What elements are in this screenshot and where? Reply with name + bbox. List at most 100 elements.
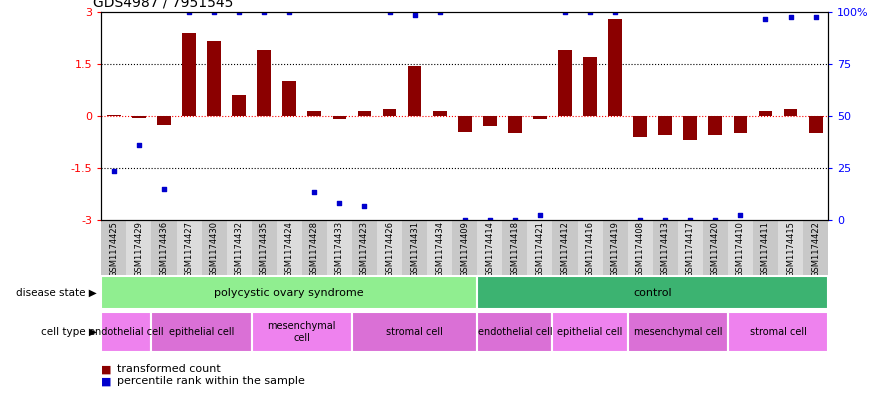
Text: GSM1174414: GSM1174414 — [485, 221, 494, 277]
Point — [483, 217, 497, 223]
Point — [458, 217, 472, 223]
Text: percentile rank within the sample: percentile rank within the sample — [117, 376, 305, 386]
Bar — [708, 116, 722, 135]
Point — [182, 9, 196, 15]
Bar — [182, 33, 196, 116]
Text: GSM1174417: GSM1174417 — [685, 221, 695, 277]
Text: GDS4987 / 7951545: GDS4987 / 7951545 — [93, 0, 233, 10]
FancyBboxPatch shape — [478, 312, 552, 353]
Point — [433, 9, 447, 15]
Point — [708, 217, 722, 223]
Text: GSM1174421: GSM1174421 — [536, 221, 544, 277]
Bar — [107, 115, 121, 116]
FancyBboxPatch shape — [552, 312, 627, 353]
Text: mesenchymal cell: mesenchymal cell — [633, 327, 722, 337]
Point — [507, 217, 522, 223]
Text: GSM1174425: GSM1174425 — [109, 221, 118, 277]
Text: epithelial cell: epithelial cell — [558, 327, 623, 337]
Bar — [382, 109, 396, 116]
Point — [658, 217, 672, 223]
Bar — [658, 116, 672, 135]
Text: GSM1174420: GSM1174420 — [711, 221, 720, 277]
Text: GSM1174424: GSM1174424 — [285, 221, 293, 277]
Text: GSM1174434: GSM1174434 — [435, 221, 444, 277]
Text: GSM1174413: GSM1174413 — [661, 221, 670, 277]
Bar — [458, 116, 471, 132]
Bar — [433, 111, 447, 116]
Point — [232, 9, 246, 15]
Bar — [358, 111, 372, 116]
Point — [157, 185, 171, 192]
Text: GSM1174411: GSM1174411 — [761, 221, 770, 277]
Text: disease state ▶: disease state ▶ — [16, 288, 97, 298]
Text: GSM1174408: GSM1174408 — [636, 221, 645, 277]
Bar — [233, 95, 246, 116]
Text: stromal cell: stromal cell — [386, 327, 443, 337]
Text: stromal cell: stromal cell — [750, 327, 806, 337]
Bar — [608, 19, 622, 116]
Point — [332, 200, 346, 206]
Bar — [558, 50, 572, 116]
Point — [282, 9, 296, 15]
Bar — [684, 116, 697, 140]
Text: GSM1174426: GSM1174426 — [385, 221, 394, 277]
Text: GSM1174436: GSM1174436 — [159, 221, 168, 277]
Text: polycystic ovary syndrome: polycystic ovary syndrome — [214, 288, 364, 298]
Text: ■: ■ — [101, 376, 112, 386]
Text: GSM1174432: GSM1174432 — [234, 221, 244, 277]
Text: mesenchymal
cell: mesenchymal cell — [268, 321, 336, 343]
Point — [684, 217, 698, 223]
Bar — [583, 57, 597, 116]
Bar — [207, 41, 221, 116]
Point — [583, 9, 597, 15]
Text: transformed count: transformed count — [117, 364, 221, 375]
Point — [358, 203, 372, 209]
Text: GSM1174416: GSM1174416 — [586, 221, 595, 277]
Text: GSM1174410: GSM1174410 — [736, 221, 745, 277]
Bar — [283, 81, 296, 116]
Text: epithelial cell: epithelial cell — [169, 327, 234, 337]
Point — [533, 212, 547, 218]
Text: GSM1174415: GSM1174415 — [786, 221, 795, 277]
Point — [408, 12, 422, 18]
Text: GSM1174409: GSM1174409 — [460, 221, 470, 277]
Point — [733, 212, 747, 218]
FancyBboxPatch shape — [101, 276, 478, 309]
Bar — [408, 66, 421, 116]
Text: GSM1174423: GSM1174423 — [360, 221, 369, 277]
Bar — [483, 116, 497, 126]
Bar — [784, 109, 797, 116]
Point — [207, 9, 221, 15]
Bar — [157, 116, 171, 125]
FancyBboxPatch shape — [627, 312, 728, 353]
Text: GSM1174431: GSM1174431 — [410, 221, 419, 277]
Bar — [332, 116, 346, 119]
Bar — [132, 116, 145, 118]
FancyBboxPatch shape — [352, 312, 478, 353]
Point — [257, 9, 271, 15]
Point — [633, 217, 648, 223]
Bar — [633, 116, 647, 137]
Text: GSM1174428: GSM1174428 — [310, 221, 319, 277]
Text: GSM1174419: GSM1174419 — [611, 221, 619, 277]
Text: GSM1174418: GSM1174418 — [510, 221, 520, 277]
Text: GSM1174427: GSM1174427 — [184, 221, 194, 277]
Text: GSM1174435: GSM1174435 — [260, 221, 269, 277]
Point — [132, 142, 146, 149]
FancyBboxPatch shape — [101, 312, 152, 353]
Bar — [508, 116, 522, 133]
Point — [558, 9, 572, 15]
Point — [759, 16, 773, 22]
Point — [809, 14, 823, 20]
Bar — [307, 111, 322, 116]
Text: ■: ■ — [101, 364, 112, 375]
Text: control: control — [633, 288, 672, 298]
Bar — [809, 116, 823, 133]
Point — [307, 189, 322, 195]
Bar — [734, 116, 747, 133]
Bar — [759, 111, 773, 116]
Text: GSM1174422: GSM1174422 — [811, 221, 820, 277]
Text: endothelial cell: endothelial cell — [478, 327, 552, 337]
Point — [783, 14, 797, 20]
Text: GSM1174430: GSM1174430 — [210, 221, 218, 277]
